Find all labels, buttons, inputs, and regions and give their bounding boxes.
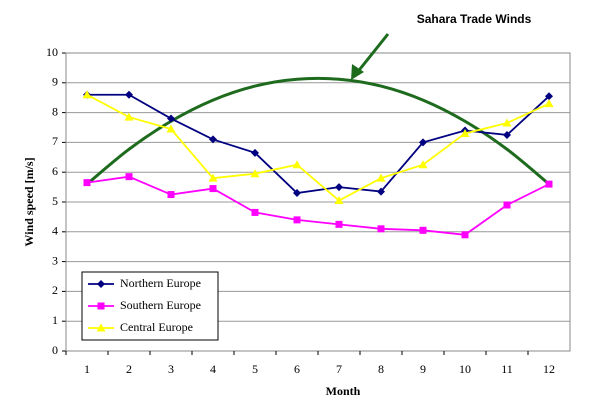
- marker: [209, 135, 217, 144]
- marker: [460, 128, 470, 137]
- marker: [167, 114, 175, 123]
- legend-label: Northern Europe: [120, 276, 201, 290]
- x-tick-label: 7: [336, 362, 342, 376]
- marker: [251, 208, 259, 216]
- x-tick-label: 8: [378, 362, 384, 376]
- y-tick-label: 5: [52, 194, 58, 208]
- marker: [377, 225, 385, 233]
- legend-marker: [97, 280, 105, 288]
- legend-label: Central Europe: [120, 320, 193, 334]
- marker: [124, 112, 134, 121]
- marker: [82, 90, 92, 99]
- x-tick-label: 6: [294, 362, 300, 376]
- series-line: [86, 93, 550, 202]
- y-axis-label: Wind speed [m/s]: [22, 157, 36, 246]
- marker: [208, 173, 218, 182]
- marker: [251, 148, 259, 157]
- legend-label: Southern Europe: [120, 298, 201, 312]
- y-tick-label: 9: [52, 75, 58, 89]
- marker: [292, 160, 302, 169]
- x-tick-label: 9: [420, 362, 426, 376]
- annotation-arrowhead: [351, 64, 364, 80]
- y-tick-label: 7: [52, 134, 58, 148]
- series-line: [87, 93, 550, 195]
- marker: [166, 124, 176, 133]
- x-tick-label: 5: [252, 362, 258, 376]
- x-tick-label: 4: [210, 362, 216, 376]
- marker: [545, 92, 553, 101]
- y-tick-label: 8: [52, 104, 58, 118]
- annotation-arrow: [354, 33, 390, 75]
- marker: [376, 173, 386, 182]
- annotation-text: Sahara Trade Winds: [417, 12, 532, 26]
- y-tick-label: 3: [52, 253, 58, 267]
- x-axis-label: Month: [326, 384, 361, 398]
- annotation-curve: [86, 76, 550, 186]
- marker: [125, 173, 133, 181]
- marker: [250, 169, 260, 178]
- y-tick-label: 6: [52, 164, 58, 178]
- marker: [503, 130, 511, 139]
- x-tick-label: 1: [84, 362, 90, 376]
- marker: [335, 183, 343, 192]
- marker: [293, 216, 301, 224]
- marker: [502, 118, 512, 127]
- x-tick-label: 10: [459, 362, 471, 376]
- legend-marker: [96, 323, 106, 332]
- marker: [418, 160, 428, 169]
- marker: [293, 189, 301, 198]
- marker: [545, 180, 553, 188]
- y-tick-label: 1: [52, 313, 58, 327]
- marker: [167, 191, 175, 199]
- marker: [377, 187, 385, 196]
- marker: [125, 90, 133, 99]
- marker: [544, 99, 554, 108]
- x-tick-label: 3: [168, 362, 174, 376]
- marker: [419, 226, 427, 234]
- series-line: [86, 175, 550, 236]
- marker: [419, 138, 427, 147]
- x-tick-label: 12: [543, 362, 555, 376]
- marker: [209, 185, 217, 193]
- x-tick-label: 2: [126, 362, 132, 376]
- marker: [503, 201, 511, 209]
- x-tick-label: 11: [501, 362, 513, 376]
- y-tick-label: 2: [52, 283, 58, 297]
- marker: [335, 220, 343, 228]
- marker: [461, 231, 469, 239]
- y-tick-label: 0: [52, 343, 58, 357]
- y-tick-label: 4: [52, 224, 58, 238]
- legend-marker: [97, 302, 105, 310]
- marker: [83, 179, 91, 187]
- y-tick-label: 10: [46, 45, 58, 59]
- marker: [334, 196, 344, 205]
